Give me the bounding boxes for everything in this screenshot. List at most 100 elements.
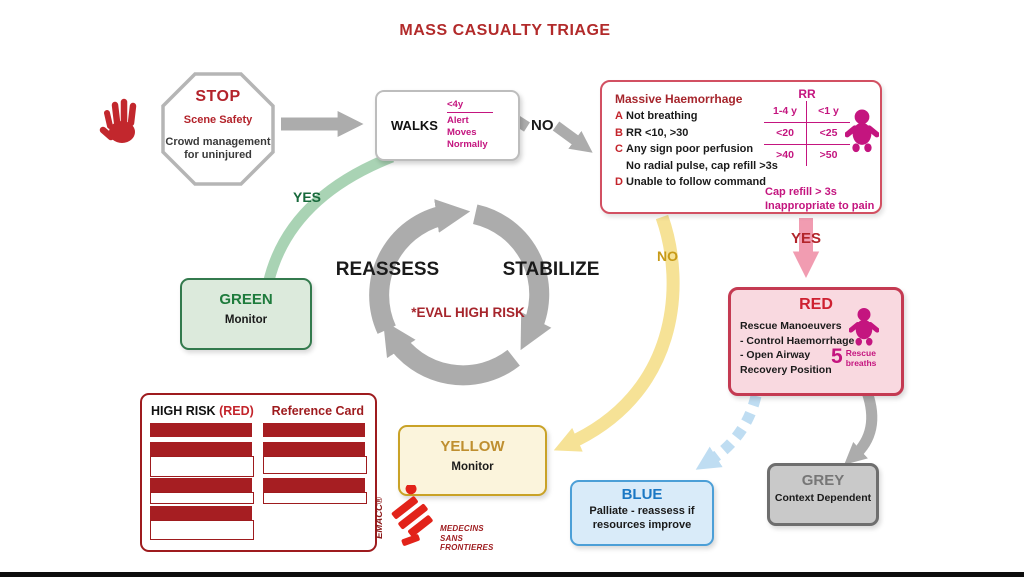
stop-octagon [161, 72, 275, 186]
red-actions-list: Rescue Manoeuvers - Control Haemorrhage … [740, 319, 854, 377]
rr-cell: <25 [807, 123, 850, 145]
cycle-arrows-icon [369, 199, 552, 386]
stop-crowd-management: Crowd management for uninjured [165, 136, 271, 161]
criteria-item: B RR <10, >30 [615, 125, 778, 142]
redacted-bar [150, 442, 252, 456]
msf-logo: MEDECINS SANS FRONTIERES [390, 483, 515, 557]
stop-scene-safety: Scene Safety [183, 114, 253, 126]
blue-category-box: BLUE Palliate - reassess if resources im… [570, 480, 714, 546]
redacted-bar [150, 506, 252, 520]
stop-title: STOP [195, 88, 241, 105]
no-label-walks: NO [531, 117, 554, 134]
walks-criteria: <4y Alert Moves Normally [447, 99, 493, 151]
emacc-label: EMACC® [374, 497, 385, 539]
hand-icon [99, 98, 137, 143]
rescue-breaths-label: Rescue breaths [845, 348, 877, 368]
red-category-box: RED Rescue Manoeuvers - Control Haemorrh… [728, 287, 904, 396]
yellow-category-box: YELLOW Monitor [398, 425, 547, 496]
massive-haemorrhage-box: Massive Haemorrhage A Not breathing B RR <… [600, 80, 882, 214]
blue-title: BLUE [621, 486, 663, 503]
arrow-no-to-haemorrhage [552, 121, 593, 153]
rr-cell: >40 [764, 145, 807, 166]
criteria-item: C Any sign poor perfusion [615, 141, 778, 158]
criteria-letter: C [615, 143, 623, 155]
pain-response-note: Inappropriate to pain [765, 200, 875, 212]
walks-box: WALKS <4y Alert Moves Normally [375, 90, 520, 161]
criteria-item: A Not breathing [615, 108, 778, 125]
green-subtitle: Monitor [224, 314, 268, 326]
card-heading: HIGH RISK [151, 404, 220, 418]
grey-category-box: GREY Context Dependent [767, 463, 879, 526]
redacted-bar [150, 478, 252, 492]
rescue-breaths: 5 Rescue breaths [831, 346, 884, 368]
yes-label-green: YES [293, 189, 322, 205]
redacted-bar [263, 423, 365, 437]
redacted-bar [263, 442, 365, 456]
arrow-red-to-blue [695, 394, 762, 470]
grey-subtitle: Context Dependent [774, 492, 872, 504]
rr-header-cell: <1 y [807, 101, 850, 123]
card-header: HIGH RISK (RED) Reference Card [151, 404, 366, 418]
blue-subtitle-line2: resources improve [592, 518, 692, 531]
card-heading-right: Reference Card [271, 404, 364, 418]
rr-footnotes: Cap refill > 3s Inappropriate to pain [765, 185, 874, 213]
redacted-bar [150, 423, 252, 437]
no-label-yellow: NO [657, 248, 678, 264]
yellow-title: YELLOW [440, 438, 505, 455]
walks-criterion: Moves [447, 127, 477, 138]
field-box [263, 456, 367, 474]
blue-subtitle-line1: Palliate - reassess if [589, 505, 695, 517]
cap-refill-note: Cap refill > 3s [765, 186, 837, 198]
red-action: - Open Airway [740, 349, 811, 361]
rr-cell: >50 [819, 149, 838, 161]
field-box [150, 456, 254, 477]
msf-name-line1: MEDECINS [440, 524, 484, 533]
stabilize-label: STABILIZE [502, 259, 600, 280]
msf-logo-icon [391, 483, 433, 546]
abcd-criteria-list: A Not breathing B RR <10, >30 C Any sign po… [615, 108, 778, 191]
yes-label-red: YES [791, 230, 822, 247]
stop-octagon-text: STOP Scene Safety Crowd management for u… [163, 88, 273, 162]
rr-table-title: RR [798, 87, 816, 101]
walks-criterion: Alert [447, 115, 469, 126]
arrow-red-to-grey [844, 390, 878, 465]
criteria-letter: D [615, 176, 623, 188]
rr-cell: <20 [764, 123, 807, 145]
eval-high-risk-label: *EVAL HIGH RISK [411, 305, 525, 320]
rr-table: RR 1-4 y <1 y <20 <25 >40 >50 [764, 87, 876, 166]
msf-name-line2: SANS FRONTIERES [440, 534, 494, 552]
grey-title: GREY [801, 472, 845, 489]
baby-icon [845, 109, 879, 153]
massive-haemorrhage-title: Massive Haemorrhage [615, 92, 743, 106]
walks-age-threshold: <4y [447, 99, 493, 113]
walks-label: WALKS [391, 118, 438, 133]
criteria-text: No radial pulse, cap refill >3s [626, 159, 778, 172]
red-action: - Control Haemorrhage [740, 334, 855, 347]
criteria-text: RR <10, >30 [626, 126, 689, 139]
screen-bottom-bar [0, 572, 1024, 577]
criteria-item: No radial pulse, cap refill >3s [615, 158, 778, 175]
reassess-label: REASSESS [335, 259, 440, 280]
field-box [263, 492, 367, 504]
criteria-item: D Unable to follow command [615, 174, 778, 191]
criteria-text: Not breathing [626, 110, 698, 122]
rr-header-cell: 1-4 y [764, 101, 807, 123]
arrow-no-to-yellow [553, 214, 680, 452]
criteria-text: Any sign poor perfusion [626, 143, 754, 155]
page-title: MASS CASUALTY TRIAGE [399, 22, 611, 39]
blue-subtitle: Palliate - reassess if resources improve [572, 505, 712, 532]
red-title: RED [799, 296, 833, 313]
baby-icon [849, 308, 879, 346]
field-box [150, 492, 254, 504]
criteria-letter: A [615, 110, 623, 122]
green-category-box: GREEN Monitor [180, 278, 312, 350]
red-action: Recovery Position [740, 363, 832, 376]
criteria-letter: B [615, 126, 623, 139]
green-title: GREEN [219, 291, 273, 308]
criteria-text: Unable to follow command [626, 176, 766, 188]
high-risk-reference-card: HIGH RISK (RED) Reference Card [140, 393, 377, 552]
rescue-breaths-number: 5 [831, 345, 843, 368]
card-heading-red: (RED) [219, 404, 254, 418]
